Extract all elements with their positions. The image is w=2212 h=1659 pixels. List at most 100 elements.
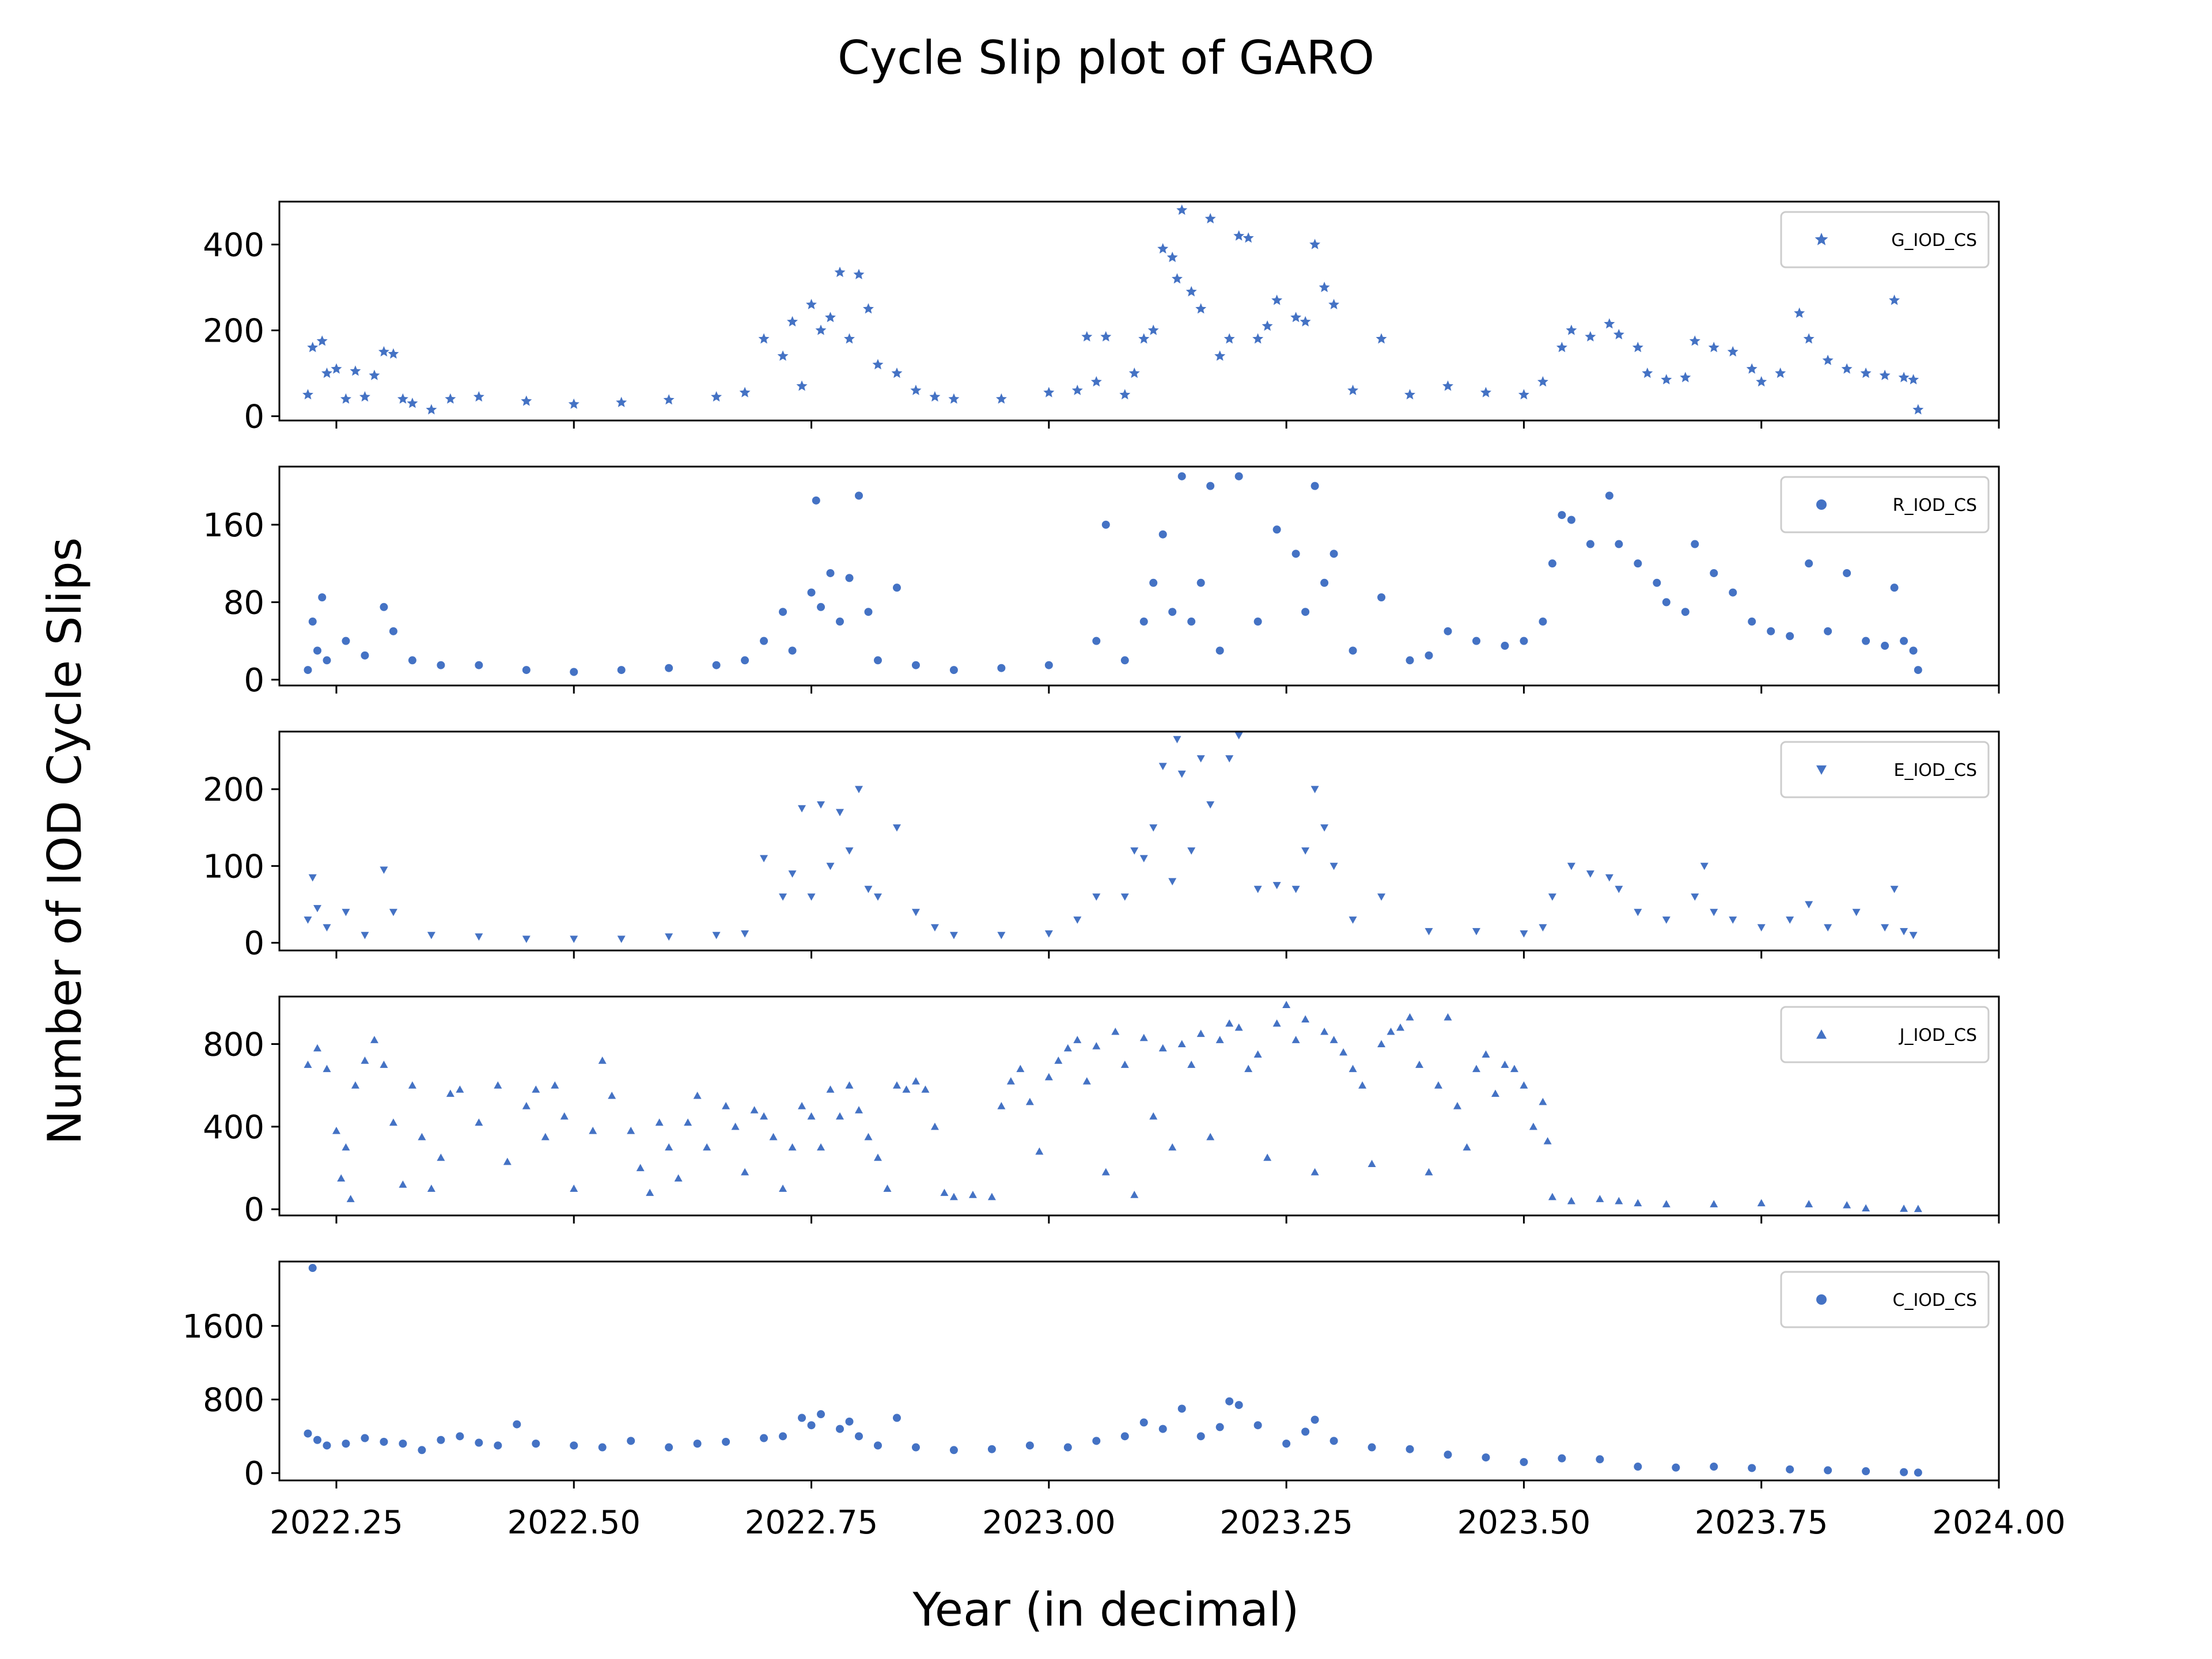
data-point (1063, 1044, 1072, 1052)
data-point (1016, 1065, 1025, 1073)
data-point (1729, 588, 1737, 597)
legend-box (1780, 211, 1990, 268)
data-point (1548, 893, 1556, 901)
data-point (1472, 928, 1480, 935)
data-point (1900, 1205, 1908, 1212)
data-point (739, 387, 751, 397)
axes-frame (278, 730, 2000, 952)
data-point (1368, 1443, 1376, 1452)
legend-box (1780, 741, 1990, 798)
data-point (308, 874, 317, 882)
data-point (1909, 646, 1918, 655)
data-point (399, 1180, 407, 1188)
data-point (1672, 1463, 1680, 1472)
data-point (758, 333, 770, 344)
data-point (1282, 1001, 1291, 1008)
axes-frame (278, 1260, 2000, 1482)
data-point (342, 1143, 350, 1151)
y-tick-label: 800 (203, 1381, 264, 1419)
data-point (1054, 1056, 1063, 1064)
data-point (1767, 627, 1775, 635)
data-point (1234, 1023, 1243, 1031)
data-point (741, 656, 749, 665)
data-point (1425, 928, 1433, 935)
data-point (1301, 1427, 1310, 1436)
data-point (1377, 1040, 1386, 1048)
data-point (331, 363, 342, 374)
data-point (1556, 342, 1567, 353)
data-point (1234, 1401, 1243, 1410)
data-point (760, 637, 768, 645)
data-point (304, 916, 312, 924)
data-point (1139, 855, 1148, 862)
data-point (1824, 1466, 1832, 1475)
data-point (1339, 1048, 1348, 1056)
data-point (1187, 618, 1196, 626)
data-point (929, 391, 941, 402)
data-point (1434, 1081, 1442, 1089)
data-point (1092, 1042, 1101, 1050)
data-point (1912, 404, 1924, 415)
data-point (1567, 516, 1575, 524)
data-point (323, 1065, 331, 1073)
data-point (1092, 1437, 1101, 1445)
data-point (1177, 1404, 1186, 1413)
data-point (1119, 389, 1131, 400)
data-point (1852, 908, 1861, 916)
data-point (1272, 882, 1281, 889)
legend: E_IOD_CS (1780, 741, 1990, 798)
data-point (617, 935, 626, 943)
data-point (1843, 569, 1851, 577)
data-point (1071, 384, 1083, 395)
data-point (1900, 1468, 1908, 1476)
data-point (1128, 368, 1140, 378)
data-point (1879, 369, 1891, 380)
data-point (1100, 331, 1112, 342)
data-point (1558, 511, 1566, 520)
data-point (777, 350, 789, 361)
data-point (1480, 387, 1491, 397)
data-point (1347, 384, 1359, 395)
data-point (1843, 1201, 1851, 1209)
data-point (570, 935, 578, 943)
legend-marker (1816, 499, 1827, 510)
data-point (1786, 916, 1794, 924)
data-point (883, 1184, 892, 1192)
data-point (1177, 472, 1186, 480)
data-point (1548, 1192, 1556, 1200)
y-tick-label: 0 (244, 662, 264, 699)
data-point (1805, 559, 1813, 568)
data-point (845, 1081, 854, 1089)
data-point (1680, 372, 1691, 382)
data-point (1482, 1050, 1490, 1058)
data-point (1757, 924, 1766, 931)
series-G_IOD_CS (302, 204, 1924, 415)
data-point (995, 393, 1007, 404)
data-point (1585, 331, 1596, 342)
data-point (1187, 847, 1196, 855)
data-point (437, 1153, 445, 1161)
data-point (997, 931, 1006, 940)
x-axis-title: Year (in decimal) (912, 1583, 1300, 1637)
data-point (863, 303, 874, 314)
data-point (616, 396, 627, 407)
data-point (1406, 1013, 1414, 1021)
data-point (798, 1414, 806, 1422)
data-point (1130, 847, 1139, 855)
data-point (1330, 550, 1338, 558)
data-point (1862, 1204, 1870, 1212)
data-point (1215, 646, 1224, 655)
data-point (1328, 298, 1340, 309)
data-point (949, 666, 958, 675)
data-point (873, 893, 882, 901)
data-point (1320, 1027, 1329, 1035)
data-point (665, 933, 673, 941)
data-point (834, 266, 846, 277)
y-tick-label: 160 (203, 507, 264, 544)
data-point (806, 298, 817, 309)
data-point (1914, 1205, 1922, 1213)
data-point (1043, 387, 1055, 397)
data-point (1404, 389, 1415, 400)
data-point (437, 1435, 445, 1444)
data-point (1172, 273, 1183, 284)
